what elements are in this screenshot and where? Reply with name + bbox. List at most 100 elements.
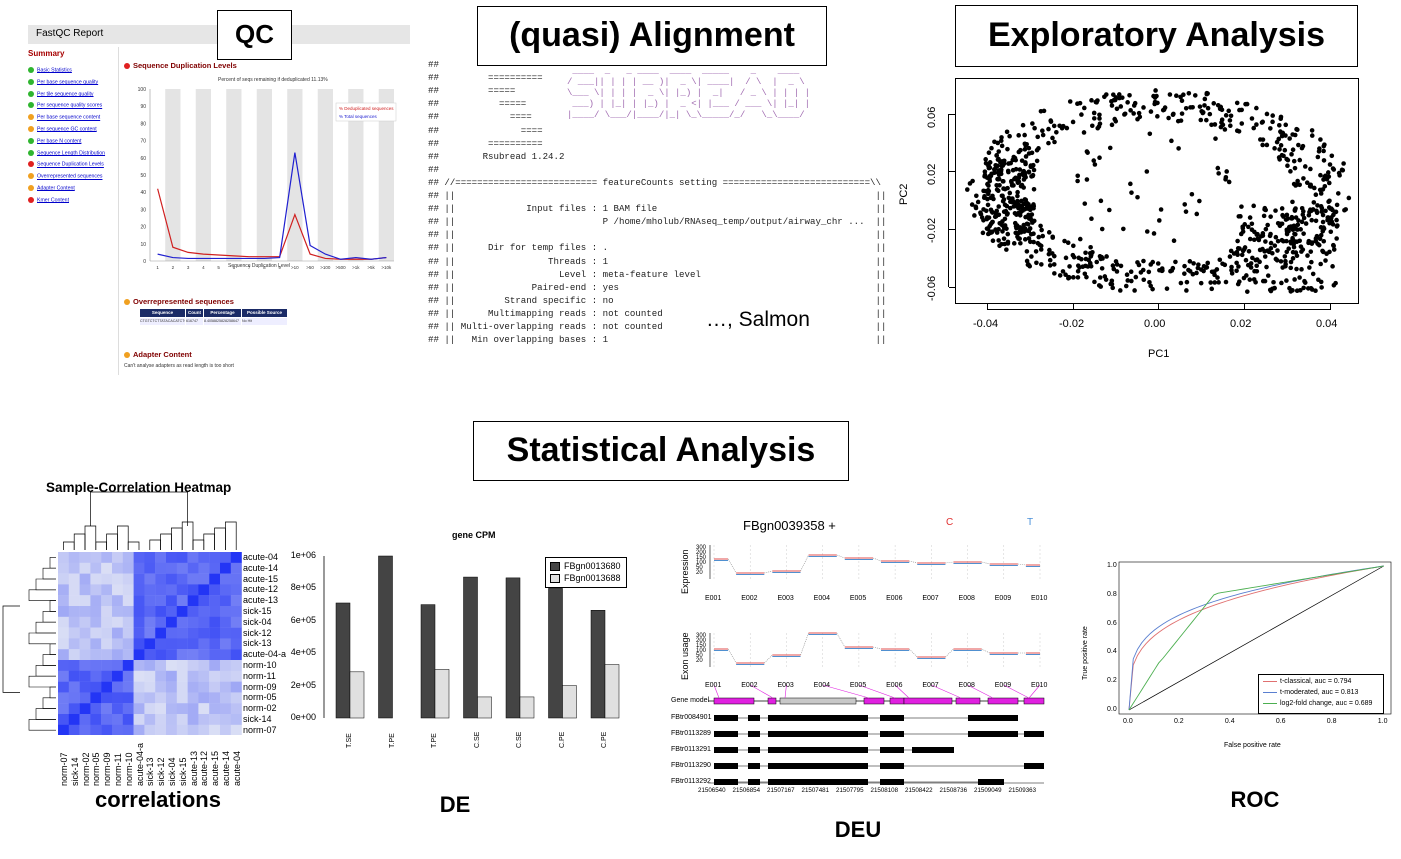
heatmap-cell [209, 606, 221, 617]
pca-point [1118, 104, 1124, 109]
pca-point [1247, 236, 1253, 242]
fastqc-module-link[interactable]: Sequence Duplication Levels [28, 161, 104, 168]
pca-point [1051, 123, 1057, 129]
dup-legend-item: % Total sequences [339, 114, 377, 119]
pca-point [1340, 168, 1346, 173]
fastqc-module-link[interactable]: Kmer Content [28, 196, 69, 203]
fastqc-module-link[interactable]: Adapter Content [28, 185, 75, 191]
pca-point [1011, 241, 1017, 246]
pca-point [1249, 221, 1255, 227]
fastqc-module-link[interactable]: Basic Statistics [28, 67, 72, 73]
heatmap-cell [112, 692, 123, 704]
pca-point [1220, 122, 1226, 128]
pca-point [1273, 256, 1279, 262]
pca-point [1046, 251, 1052, 257]
pca-point [983, 188, 988, 194]
fastqc-module-link[interactable]: Per base sequence quality [28, 78, 98, 85]
pca-xtick: -0.02 [1059, 318, 1085, 330]
pca-point [1239, 204, 1244, 209]
fastqc-module-link[interactable]: Per sequence GC content [28, 126, 97, 132]
pca-point [1004, 212, 1010, 217]
fastqc-module-label: Sequence Duplication Levels [37, 161, 104, 168]
deu-connector [764, 570, 773, 574]
pca-point [1016, 149, 1022, 155]
pca-point [1005, 146, 1010, 152]
heatmap-cell [68, 638, 80, 650]
stripe [287, 89, 303, 261]
pca-point [1251, 237, 1257, 243]
pca-point [1306, 212, 1312, 218]
heatmap-cell [101, 724, 113, 735]
pca-point [984, 216, 990, 222]
pca-ytick-mark [949, 229, 955, 230]
transcript-exon [768, 731, 868, 737]
pca-point [1155, 261, 1161, 266]
pca-point [1128, 181, 1133, 187]
pca-point [1033, 249, 1039, 254]
pca-point [1213, 136, 1218, 141]
roc-ytick: 0.0 [1107, 706, 1117, 713]
pca-point [1026, 202, 1031, 207]
deu-connector [945, 561, 954, 564]
pca-xtick: 0.00 [1144, 318, 1166, 330]
pca-point [1219, 117, 1225, 123]
over-header-cell: Possible Source [242, 309, 287, 317]
pca-point [1251, 203, 1256, 209]
heatmap-cell [176, 724, 188, 735]
roc-ytick: 0.6 [1107, 619, 1117, 627]
transcript-exon [748, 715, 760, 721]
heatmap-cell [230, 660, 242, 671]
pca-point [1070, 119, 1076, 125]
fastqc-module-link[interactable]: Sequence Length Distribution [28, 149, 106, 156]
pca-point [999, 159, 1005, 164]
dendro-branch-left [49, 557, 56, 569]
pca-point [1099, 266, 1105, 271]
fastqc-module-link[interactable]: Per base N content [28, 137, 81, 144]
pca-point [1234, 260, 1239, 266]
pca-point [1253, 280, 1258, 285]
pca-point [993, 227, 998, 232]
roc-caption: ROC [1230, 787, 1280, 812]
pca-point [1315, 154, 1321, 160]
transcript-exon [880, 779, 904, 785]
de-ytick: 8e+05 [290, 582, 316, 593]
heatmap-cell [155, 724, 167, 735]
heatmap-cell [68, 714, 80, 725]
exon-link [967, 684, 994, 699]
pca-point [1320, 187, 1326, 192]
pca-point [1034, 260, 1039, 266]
code-line: ## ========== [428, 137, 543, 149]
pca-point [1031, 239, 1036, 245]
fastqc-module-link[interactable]: Overrepresented sequences [28, 173, 102, 180]
pca-point [1026, 216, 1032, 221]
pca-point [1110, 263, 1116, 268]
pca-point [1064, 125, 1070, 131]
heatmap-cell [101, 703, 113, 715]
heatmap-cell [101, 638, 113, 650]
pca-point [1299, 219, 1305, 225]
legend-item-1: FBgn0013680 [550, 561, 621, 572]
heatmap-cell [198, 573, 210, 585]
pca-point [1114, 262, 1120, 267]
fastqc-module-link[interactable]: Per sequence quality scores [28, 102, 102, 109]
pca-point [1292, 208, 1298, 213]
fastqc-module-label: Sequence Length Distribution [37, 149, 106, 156]
heatmap-cell [133, 724, 145, 735]
pca-point [1309, 287, 1315, 292]
de-bar-series2 [562, 685, 577, 719]
heatmap-cell [79, 714, 91, 725]
pca-point [1160, 268, 1165, 273]
deu-plot [708, 545, 1045, 785]
fastqc-module-link[interactable]: Per base sequence content [28, 114, 100, 121]
pca-point [1302, 280, 1308, 285]
pca-point [1319, 285, 1324, 290]
pca-point [1107, 207, 1112, 213]
coord-label: 21507795 [836, 787, 864, 794]
heatmap-cell [101, 573, 113, 585]
fastqc-module-link[interactable]: Per tile sequence quality [28, 90, 94, 97]
pca-point [1279, 152, 1285, 158]
pca-point [1169, 138, 1174, 144]
heatmap-cell [58, 714, 69, 725]
pca-point [1295, 127, 1300, 133]
pca-point [975, 199, 981, 205]
